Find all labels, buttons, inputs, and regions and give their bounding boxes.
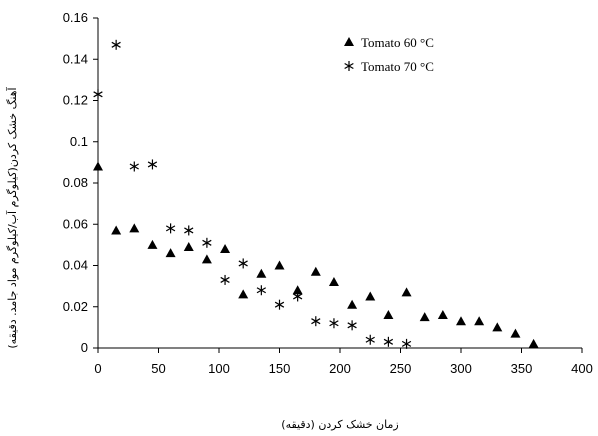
data-point-asterisk (293, 291, 303, 302)
legend-label: Tomato 60 °C (361, 35, 434, 50)
y-tick-label: 0.04 (63, 258, 88, 273)
series-tomato-70c (93, 39, 412, 349)
y-axis-ticks: 0 0.02 0.04 0.06 0.08 0.1 0.12 0.14 0.16 (63, 10, 98, 355)
x-tick-label: 50 (151, 361, 165, 376)
data-points (93, 39, 539, 349)
legend: Tomato 60 °C Tomato 70 °C (344, 35, 434, 74)
data-point-asterisk (165, 223, 176, 234)
y-tick-label: 0 (81, 340, 88, 355)
legend-marker-asterisk (344, 61, 354, 71)
data-point-triangle (510, 328, 521, 338)
data-point-triangle (528, 338, 539, 348)
y-tick-label: 0.16 (63, 10, 88, 25)
x-tick-label: 300 (450, 361, 472, 376)
y-tick-label: 0.02 (63, 299, 88, 314)
data-point-asterisk (347, 320, 357, 331)
data-point-triangle (165, 248, 176, 258)
y-tick-label: 0.14 (63, 51, 88, 66)
data-point-triangle (310, 266, 321, 276)
legend-marker-triangle (344, 37, 354, 46)
data-point-asterisk (329, 318, 339, 329)
data-point-asterisk (365, 334, 375, 345)
data-point-triangle (419, 312, 430, 322)
y-tick-label: 0.12 (63, 93, 88, 108)
data-point-asterisk (147, 159, 158, 170)
series-tomato-60c (93, 161, 539, 348)
x-tick-label: 100 (208, 361, 230, 376)
data-point-triangle (147, 239, 158, 249)
x-tick-label: 350 (511, 361, 533, 376)
data-point-triangle (129, 223, 140, 233)
data-point-asterisk (220, 274, 230, 285)
data-point-triangle (347, 299, 358, 309)
data-point-asterisk (401, 338, 412, 349)
x-tick-label: 0 (94, 361, 101, 376)
y-tick-label: 0.08 (63, 175, 88, 190)
data-point-triangle (383, 310, 394, 319)
data-point-triangle (365, 291, 376, 301)
data-point-asterisk (274, 299, 285, 310)
data-point-asterisk (184, 225, 194, 236)
data-point-triangle (220, 244, 231, 253)
axes (97, 18, 582, 349)
data-point-triangle (238, 289, 249, 299)
data-point-asterisk (202, 237, 212, 248)
data-point-triangle (401, 287, 412, 297)
x-tick-label: 400 (571, 361, 593, 376)
data-point-asterisk (111, 39, 121, 50)
data-point-triangle (437, 310, 448, 319)
data-point-asterisk (93, 89, 103, 100)
data-point-triangle (274, 260, 285, 270)
data-point-triangle (93, 161, 103, 171)
y-tick-label: 0.1 (70, 134, 88, 149)
x-axis-title: زمان خشک کردن (دقیقه) (281, 418, 398, 431)
x-tick-label: 200 (329, 361, 351, 376)
x-axis-ticks: 0 50 100 150 200 250 300 350 400 (94, 348, 593, 376)
data-point-asterisk (129, 161, 139, 172)
data-point-triangle (256, 268, 267, 278)
data-point-asterisk (256, 285, 266, 296)
data-point-triangle (328, 277, 339, 286)
data-point-triangle (111, 225, 122, 235)
data-point-asterisk (311, 316, 321, 327)
data-point-triangle (492, 322, 503, 332)
data-point-triangle (456, 316, 466, 326)
data-point-asterisk (383, 336, 394, 347)
data-point-triangle (292, 285, 303, 295)
data-point-triangle (474, 316, 485, 326)
data-point-asterisk (238, 258, 248, 269)
y-axis-title: آهنگ خشک کردن(کیلوگرم آب/کیلوگرم مواد جا… (5, 86, 19, 348)
data-point-triangle (183, 241, 194, 251)
data-point-triangle (201, 254, 212, 264)
x-tick-label: 250 (390, 361, 412, 376)
y-tick-label: 0.06 (63, 216, 88, 231)
legend-label: Tomato 70 °C (361, 59, 434, 74)
x-tick-label: 150 (269, 361, 291, 376)
